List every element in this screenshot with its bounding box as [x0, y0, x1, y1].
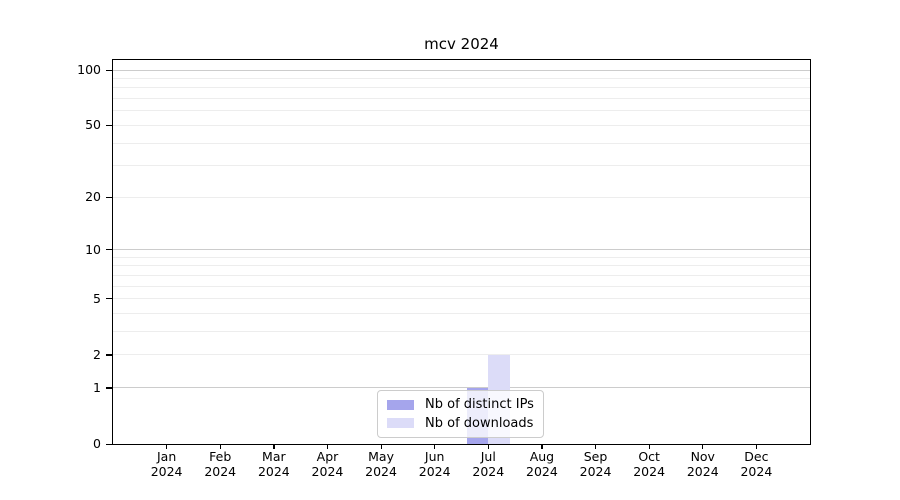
chart-title: mcv 2024 [424, 35, 499, 53]
legend-label-downloads: Nb of downloads [425, 415, 534, 431]
x-axis-tick [326, 444, 329, 449]
legend: Nb of distinct IPs Nb of downloads [377, 390, 544, 438]
x-axis-tick [380, 444, 382, 449]
y-axis-tick-label: 10 [85, 241, 101, 257]
x-axis-tick-label: Aug 2024 [512, 449, 572, 479]
x-axis-tick-label: Jan 2024 [137, 449, 197, 479]
minor-gridline [113, 265, 810, 267]
x-axis-tick [487, 444, 489, 449]
x-axis-tick-label-line: 2024 [418, 463, 451, 479]
minor-gridline [113, 142, 810, 144]
minor-gridline [113, 77, 810, 79]
y-axis-tick [106, 387, 113, 389]
y-axis-tick-label: 100 [77, 62, 101, 77]
x-axis-tick-label: Jul 2024 [458, 449, 518, 479]
x-axis-tick-label-line: Apr [316, 449, 339, 464]
x-axis-tick-label-line: Nov [690, 449, 715, 464]
x-axis-tick-label-line: 2024 [257, 463, 290, 479]
x-axis-tick-label-line: 2024 [686, 463, 719, 479]
major-gridline [113, 249, 810, 251]
minor-gridline [113, 165, 810, 167]
x-axis-tick-label-line: 2024 [472, 463, 505, 479]
plot-area [113, 60, 810, 444]
minor-gridline [113, 331, 810, 333]
x-axis-tick [541, 444, 543, 449]
x-axis-tick [219, 444, 221, 449]
minor-gridline [113, 354, 810, 356]
y-axis-tick [106, 196, 113, 198]
minor-gridline [113, 274, 810, 276]
legend-item-downloads: Nb of downloads [387, 416, 534, 431]
x-axis-tick-label: Oct 2024 [619, 449, 679, 479]
x-axis-tick [166, 444, 168, 449]
x-axis-tick-label-line: Jan [156, 449, 177, 464]
x-axis-tick-label-line: Jul [480, 449, 496, 464]
x-axis-tick-label: May 2024 [351, 449, 411, 479]
y-axis-tick-label: 20 [85, 189, 101, 205]
minor-gridline [113, 87, 810, 89]
y-axis-tick [106, 249, 113, 251]
minor-gridline [113, 256, 810, 258]
x-axis-tick [648, 444, 650, 449]
y-axis-tick-label: 50 [85, 117, 101, 133]
legend-item-distinct-ips: Nb of distinct IPs [387, 397, 534, 412]
minor-gridline [113, 98, 810, 100]
x-axis-tick-label: Apr 2024 [297, 449, 357, 479]
x-axis-tick [755, 444, 758, 449]
x-axis-tick-label: Mar 2024 [244, 449, 304, 479]
y-axis-tick [106, 124, 113, 127]
x-axis-tick-label-line: 2024 [579, 463, 612, 479]
x-axis-tick-label: Nov 2024 [673, 449, 733, 479]
x-axis-tick-label-line: 2024 [526, 463, 558, 479]
x-axis-tick-label-line: 2024 [150, 463, 183, 479]
x-axis-tick-label-line: May [368, 449, 394, 464]
x-axis-tick [273, 444, 275, 449]
legend-swatch-distinct-ips [387, 399, 414, 410]
y-axis-tick-label: 1 [93, 379, 101, 395]
minor-gridline [113, 313, 810, 315]
x-axis-tick-label-line: Mar [262, 449, 286, 464]
major-gridline [113, 387, 810, 389]
x-axis-tick [702, 444, 704, 449]
y-axis-tick [106, 443, 113, 445]
x-axis-tick-label-line: 2024 [204, 463, 237, 479]
x-axis-tick-label-line: 2024 [365, 463, 397, 479]
x-axis-tick-label: Sep 2024 [566, 449, 626, 479]
major-gridline [113, 69, 810, 71]
minor-gridline [113, 110, 810, 112]
y-axis-tick-label: 0 [93, 436, 101, 451]
x-axis-tick-label-line: 2024 [740, 463, 773, 479]
x-axis-tick-label-line: Aug [529, 449, 555, 464]
y-axis-tick [106, 354, 113, 356]
minor-gridline [113, 285, 810, 287]
minor-gridline [113, 124, 810, 126]
minor-gridline [113, 196, 810, 198]
x-axis-tick-label-line: Feb [209, 449, 232, 464]
x-axis-tick-label-line: Sep [583, 449, 608, 464]
legend-label-distinct-ips: Nb of distinct IPs [425, 397, 534, 413]
minor-gridline [113, 298, 810, 300]
x-axis-tick-label-line: Oct [638, 449, 660, 464]
x-axis-tick [434, 444, 436, 449]
x-axis-tick-label: Feb 2024 [190, 449, 250, 479]
x-axis-tick-label-line: Dec [744, 449, 769, 464]
y-axis-tick-label: 5 [93, 290, 101, 306]
legend-swatch-downloads [387, 418, 414, 429]
y-axis-tick [106, 298, 113, 300]
x-axis-tick-label-line: 2024 [633, 463, 666, 479]
x-axis-tick-label-line: 2024 [311, 463, 344, 479]
x-axis-tick-label: Jun 2024 [405, 449, 465, 479]
y-axis-tick [106, 69, 113, 71]
x-axis-tick-label-line: Jun [424, 449, 445, 464]
x-axis-tick-label: Dec 2024 [726, 449, 786, 479]
y-axis-tick-label: 2 [93, 346, 101, 362]
x-axis-tick [595, 444, 597, 449]
